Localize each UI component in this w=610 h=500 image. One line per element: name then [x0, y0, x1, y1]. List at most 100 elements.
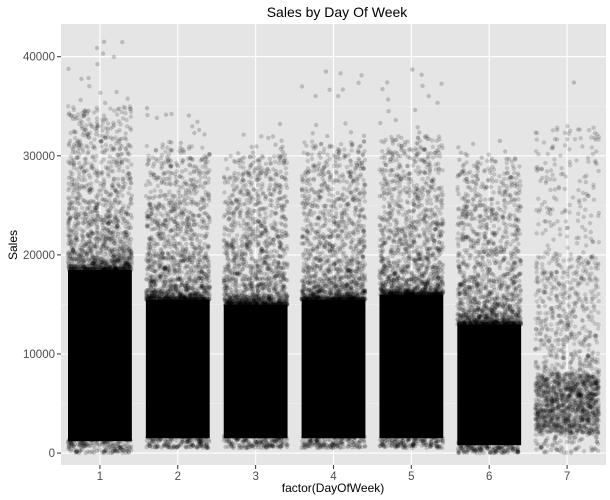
- data-point: [79, 246, 85, 251]
- data-point: [89, 188, 95, 193]
- data-point: [151, 164, 156, 169]
- data-point: [73, 186, 78, 191]
- data-point: [125, 149, 130, 154]
- data-point: [190, 201, 195, 207]
- data-point: [202, 219, 207, 224]
- data-point: [226, 268, 231, 274]
- data-point: [148, 264, 153, 269]
- data-point: [149, 283, 154, 288]
- data-point: [272, 220, 277, 225]
- data-point: [71, 142, 77, 148]
- data-point: [279, 287, 284, 293]
- data-point: [176, 190, 181, 196]
- data-point: [105, 266, 111, 271]
- data-point: [264, 245, 269, 250]
- data-point: [92, 256, 98, 261]
- data-point: [68, 161, 74, 166]
- data-point: [195, 119, 200, 125]
- data-point: [91, 231, 96, 236]
- data-point: [81, 198, 86, 203]
- data-point: [92, 158, 98, 163]
- data-point: [190, 286, 195, 291]
- data-point: [186, 113, 192, 118]
- data-point: [178, 145, 183, 150]
- data-point: [104, 226, 109, 231]
- data-point: [80, 229, 85, 234]
- data-point: [196, 276, 201, 281]
- data-point: [105, 267, 111, 272]
- data-point: [115, 267, 121, 272]
- data-point: [117, 106, 122, 111]
- data-point: [283, 230, 288, 236]
- data-point: [116, 119, 122, 124]
- data-point: [243, 182, 248, 188]
- data-point: [160, 142, 165, 147]
- data-point: [66, 187, 71, 193]
- data-point: [81, 220, 86, 225]
- data-point: [106, 221, 112, 227]
- data-point: [228, 290, 234, 295]
- data-point: [196, 251, 201, 256]
- data-point: [152, 268, 158, 274]
- data-point: [267, 156, 272, 162]
- data-point: [73, 195, 79, 200]
- data-point: [187, 254, 193, 259]
- data-point: [86, 117, 91, 122]
- data-point: [120, 157, 125, 163]
- data-point: [279, 138, 284, 143]
- data-point: [98, 192, 104, 198]
- data-point: [115, 248, 120, 254]
- data-point: [94, 228, 100, 233]
- data-point: [190, 233, 196, 238]
- data-point: [327, 218, 332, 223]
- data-point: [84, 225, 90, 230]
- data-point: [246, 209, 251, 215]
- data-point: [169, 276, 174, 281]
- data-point: [110, 260, 115, 266]
- data-point: [129, 162, 134, 167]
- data-point: [155, 183, 160, 189]
- data-point: [127, 243, 132, 248]
- data-point: [168, 182, 173, 187]
- data-point: [121, 239, 126, 244]
- data-point: [108, 135, 114, 140]
- data-point: [117, 241, 123, 246]
- data-point: [119, 109, 125, 115]
- data-point: [121, 231, 126, 236]
- data-point: [94, 252, 99, 258]
- data-point: [157, 296, 162, 301]
- data-point: [126, 247, 131, 252]
- data-point: [144, 292, 150, 297]
- data-point: [203, 251, 209, 256]
- data-point: [83, 211, 89, 217]
- data-point: [77, 140, 83, 145]
- data-point: [163, 238, 168, 244]
- data-point: [92, 258, 97, 263]
- data-point: [280, 443, 285, 448]
- data-point: [224, 199, 229, 204]
- data-point: [170, 171, 175, 176]
- data-point: [78, 165, 83, 170]
- data-point: [77, 170, 82, 175]
- data-point: [123, 110, 128, 116]
- data-point: [163, 149, 168, 154]
- data-point: [101, 244, 106, 249]
- data-point: [99, 139, 104, 144]
- data-point: [183, 190, 188, 196]
- data-point: [166, 152, 172, 157]
- data-point: [153, 212, 158, 218]
- data-point: [239, 191, 244, 196]
- data-point: [89, 231, 94, 236]
- data-point: [70, 256, 75, 261]
- data-point: [192, 130, 197, 136]
- data-point: [117, 260, 122, 265]
- data-point: [71, 107, 77, 113]
- data-point: [249, 144, 254, 150]
- data-point: [192, 170, 197, 175]
- data-point: [98, 262, 104, 268]
- data-point: [233, 159, 238, 165]
- data-point: [127, 171, 132, 176]
- data-point: [99, 124, 104, 129]
- data-point: [120, 206, 125, 211]
- data-point: [200, 145, 205, 150]
